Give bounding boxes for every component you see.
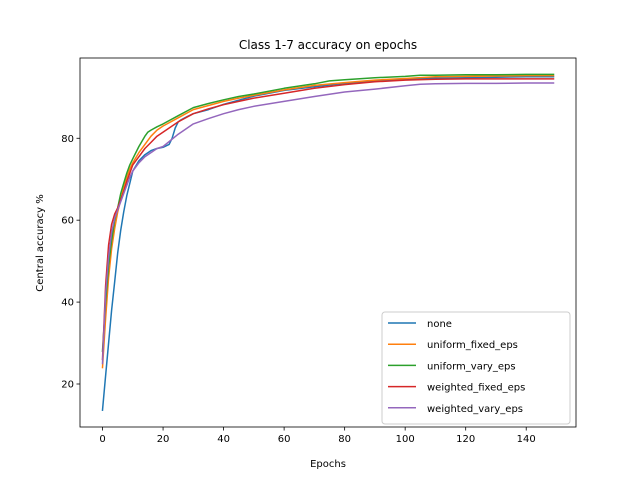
- legend-label-weighted_fixed_eps: weighted_fixed_eps: [427, 383, 525, 394]
- x-tick-label: 0: [99, 434, 105, 445]
- legend-label-weighted_vary_eps: weighted_vary_eps: [427, 404, 523, 415]
- legend-label-uniform_vary_eps: uniform_vary_eps: [427, 361, 516, 372]
- x-tick-label: 60: [278, 434, 291, 445]
- y-tick-label: 60: [61, 216, 74, 227]
- series-layer: [101, 73, 555, 412]
- legend: none uniform_fixed_eps uniform_vary_epswei…: [381, 311, 571, 425]
- y-tick-label: 80: [61, 134, 74, 145]
- series-line-uniform_vary_eps: [101, 73, 555, 352]
- x-tick-label: 100: [396, 434, 415, 445]
- legend-box: [381, 311, 571, 425]
- x-tick-label: 40: [217, 434, 230, 445]
- x-axis-label: Epochs: [310, 459, 346, 470]
- axes-frame: [79, 57, 577, 428]
- x-tick-label: 80: [338, 434, 351, 445]
- chart-title: Class 1-7 accuracy on epochs: [239, 38, 417, 52]
- y-tick-label: 40: [61, 298, 74, 309]
- series-line-weighted_vary_eps: [101, 82, 555, 365]
- y-axis-label: Central accuracy %: [35, 194, 46, 291]
- y-tick-label: 20: [61, 379, 74, 390]
- axes-layer: 0 20 40 60 80 100 120 140 20 40 60 80: [61, 57, 577, 445]
- x-tick-label: 120: [456, 434, 475, 445]
- legend-label-uniform_fixed_eps: uniform_fixed_eps: [427, 340, 518, 351]
- series-line-none: [101, 76, 555, 412]
- x-tick-label: 20: [157, 434, 170, 445]
- x-tick-label: 140: [517, 434, 536, 445]
- legend-label-none: none: [427, 319, 452, 330]
